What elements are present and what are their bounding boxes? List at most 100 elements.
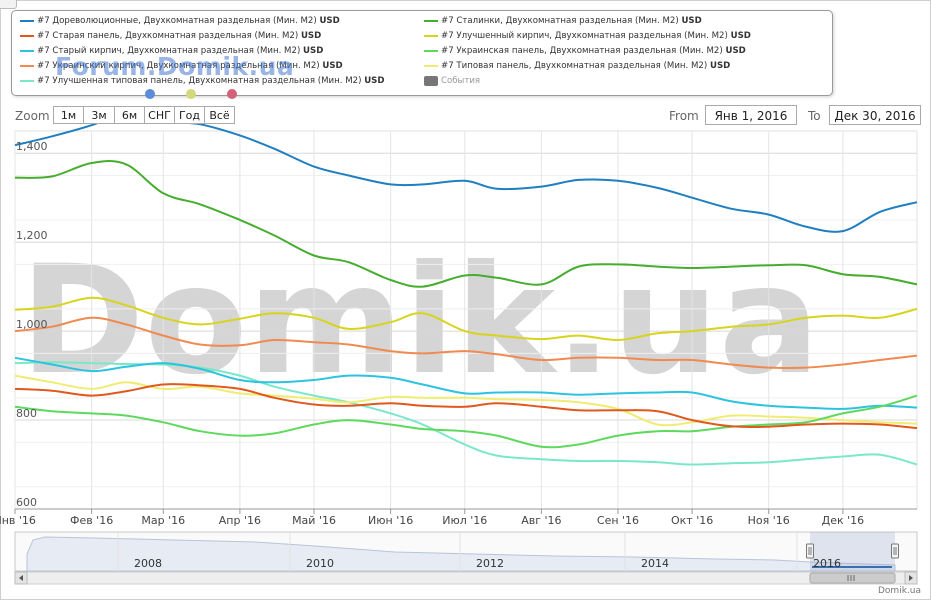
range-to-input[interactable]: Дек 30, 2016 xyxy=(829,105,921,125)
navigator-year-label: 2008 xyxy=(134,557,162,570)
legend-swatch xyxy=(424,49,438,52)
legend-label: #7 Старая панель, Двухкомнатная раздельн… xyxy=(37,31,301,41)
navigator-year-label: 2012 xyxy=(476,557,504,570)
zoom-button[interactable]: Год xyxy=(174,106,205,124)
x-tick-label: Июл '16 xyxy=(442,514,487,527)
legend-swatch xyxy=(20,19,34,22)
navigator-selection[interactable] xyxy=(810,532,895,571)
series-line[interactable] xyxy=(14,356,918,410)
y-tick-label: 1,400 xyxy=(16,140,48,153)
legend-swatch xyxy=(424,75,438,86)
zoom-label: Zoom xyxy=(15,109,50,123)
x-tick-label: Фев '16 xyxy=(70,514,113,527)
navigator-handle[interactable] xyxy=(806,543,814,559)
x-tick-label: Дек '16 xyxy=(822,514,865,527)
series-lines xyxy=(14,112,918,466)
x-tick-label: Май '16 xyxy=(292,514,336,527)
legend-swatch xyxy=(424,19,438,22)
legend-unit: USD xyxy=(725,46,746,56)
legend-unit: USD xyxy=(322,61,343,71)
watermark-dot-yellow xyxy=(186,89,196,99)
legend-swatch xyxy=(424,64,438,67)
legend-swatch xyxy=(424,34,438,37)
zoom-button[interactable]: СНГ xyxy=(144,106,175,124)
navigator-year-label: 2010 xyxy=(306,557,334,570)
x-tick-label: Сен '16 xyxy=(597,514,639,527)
forum-watermark: Forum.Domik.ua xyxy=(55,52,295,81)
legend-item[interactable]: События xyxy=(424,75,480,88)
navigator-year-label: 2016 xyxy=(813,557,841,570)
range-from-label: From xyxy=(669,109,699,123)
x-tick-label: Окт '16 xyxy=(671,514,713,527)
navigator-handle[interactable] xyxy=(891,543,899,559)
legend-label: #7 Улучшенная типовая панель, Двухкомнат… xyxy=(37,76,365,86)
legend-item[interactable]: #7 Сталинки, Двухкомнатная раздельная (М… xyxy=(424,15,702,28)
legend-unit: USD xyxy=(681,16,702,26)
navigator[interactable]: 2008 2010 2012 2014 2016 xyxy=(14,531,918,585)
zoom-button[interactable]: 3м xyxy=(83,106,115,124)
watermark-dot-red xyxy=(227,89,237,99)
series-line[interactable] xyxy=(14,316,918,369)
credit-link[interactable]: Domik.ua xyxy=(878,586,921,596)
series-line[interactable] xyxy=(14,374,918,427)
y-tick-label: 1,200 xyxy=(16,229,48,242)
legend-unit: USD xyxy=(300,31,322,41)
legend-item[interactable]: #7 Типовая панель, Двухкомнатная раздель… xyxy=(424,60,730,73)
x-tick-label: Ноя '16 xyxy=(748,514,790,527)
legend-unit: USD xyxy=(319,16,340,26)
series-line[interactable] xyxy=(14,383,918,430)
y-tick-label: 800 xyxy=(16,407,37,420)
chart-legend: #7 Дореволюционные, Двухкомнатная раздел… xyxy=(11,10,833,96)
arrow-right-icon xyxy=(909,575,913,581)
x-tick-label: Июн '16 xyxy=(368,514,413,527)
legend-item[interactable]: #7 Старая панель, Двухкомнатная раздельн… xyxy=(20,30,321,43)
legend-swatch xyxy=(20,64,34,67)
legend-unit: USD xyxy=(709,61,731,71)
range-to-label: To xyxy=(808,109,821,123)
legend-swatch xyxy=(20,34,34,37)
series-line[interactable] xyxy=(14,361,918,466)
legend-item[interactable]: #7 Украинская панель, Двухкомнатная разд… xyxy=(424,45,746,58)
axes: 600 800 1,000 1,200 1,400 Янв '16 Фев '16 Мар '… xyxy=(0,140,917,527)
x-tick-label: Авг '16 xyxy=(521,514,561,527)
legend-label: #7 Сталинки, Двухкомнатная раздельная (М… xyxy=(441,16,682,26)
zoom-button[interactable]: Всё xyxy=(204,106,235,124)
legend-label: #7 Украинский кирпич, Двухкомнатная разд… xyxy=(37,61,323,71)
legend-swatch xyxy=(20,79,34,82)
x-tick-label: Мар '16 xyxy=(141,514,185,527)
legend-unit: USD xyxy=(303,46,324,56)
y-tick-label: 600 xyxy=(16,496,37,509)
series-line[interactable] xyxy=(14,394,918,449)
legend-item[interactable]: #7 Улучшенный кирпич, Двухкомнатная разд… xyxy=(424,30,751,43)
arrow-left-icon xyxy=(19,575,23,581)
legend-label: #7 Украинская панель, Двухкомнатная разд… xyxy=(441,46,726,56)
series-line[interactable] xyxy=(14,160,918,288)
navigator-year-label: 2014 xyxy=(641,557,669,570)
legend-swatch xyxy=(20,49,34,52)
background-watermark: Domik.ua xyxy=(20,234,820,408)
legend-item[interactable]: #7 Украинский кирпич, Двухкомнатная разд… xyxy=(20,60,343,73)
navigator-area xyxy=(26,536,896,572)
legend-item[interactable]: #7 Улучшенная типовая панель, Двухкомнат… xyxy=(20,75,385,88)
watermark-dot-blue xyxy=(145,89,155,99)
legend-unit: USD xyxy=(364,76,385,86)
legend-label: События xyxy=(441,76,481,86)
zoom-button[interactable]: 1м xyxy=(53,106,84,124)
zoom-button[interactable]: 6м xyxy=(114,106,145,124)
legend-label: #7 Старый кирпич, Двухкомнатная раздельн… xyxy=(37,46,304,56)
scrollbar-thumb[interactable] xyxy=(809,572,896,584)
legend-label: #7 Дореволюционные, Двухкомнатная раздел… xyxy=(37,16,320,26)
legend-label: #7 Улучшенный кирпич, Двухкомнатная разд… xyxy=(441,31,731,41)
legend-item[interactable]: #7 Старый кирпич, Двухкомнатная раздельн… xyxy=(20,45,323,58)
legend-unit: USD xyxy=(730,31,751,41)
y-tick-label: 1,000 xyxy=(16,318,48,331)
series-line[interactable] xyxy=(14,296,918,342)
scrollbar-track[interactable] xyxy=(14,571,918,585)
x-tick-label: Апр '16 xyxy=(219,514,261,527)
range-from-input[interactable]: Янв 1, 2016 xyxy=(705,105,797,125)
corner-tab[interactable] xyxy=(0,0,17,9)
legend-label: #7 Типовая панель, Двухкомнатная раздель… xyxy=(441,61,710,71)
x-tick-label: Янв '16 xyxy=(0,514,36,527)
legend-item[interactable]: #7 Дореволюционные, Двухкомнатная раздел… xyxy=(20,15,340,28)
